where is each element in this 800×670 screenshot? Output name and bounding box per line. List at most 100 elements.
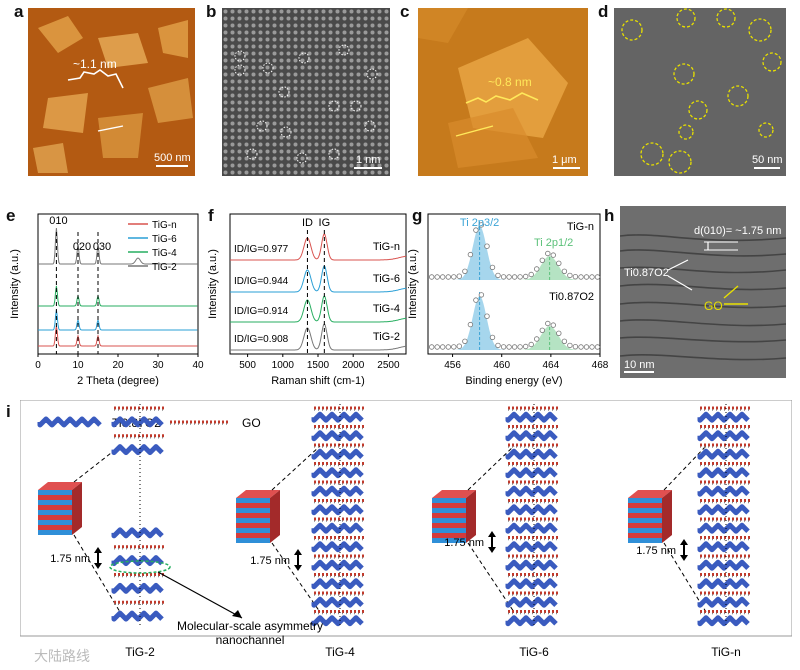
- data-point: [594, 274, 601, 280]
- defect-marker: [350, 100, 362, 112]
- x-tick-label: 464: [543, 360, 560, 371]
- defect-marker: [328, 148, 340, 160]
- data-point: [478, 292, 485, 298]
- data-point: [539, 327, 545, 333]
- stack-layer: [236, 518, 270, 523]
- panel-letter-d: d: [598, 2, 609, 21]
- data-point: [429, 344, 435, 350]
- legend-label: TiG-6: [152, 234, 177, 245]
- spacing-label: 1.75 nm: [250, 555, 290, 567]
- y-axis-label: Intensity (a.u.): [207, 249, 219, 319]
- peak-label: 010: [49, 215, 67, 227]
- arrow-head: [294, 565, 302, 571]
- ti-layer: [697, 615, 750, 627]
- x-axis-label: Binding energy (eV): [465, 375, 562, 387]
- data-point: [429, 274, 435, 280]
- data-point: [456, 273, 462, 279]
- data-point: [550, 252, 556, 258]
- ti-layer: [111, 555, 164, 567]
- stack-side: [466, 490, 476, 543]
- data-point: [556, 330, 562, 336]
- data-point: [528, 271, 534, 278]
- stack-layer: [628, 498, 662, 503]
- annotation-line1: Molecular-scale asymmetry: [177, 619, 323, 633]
- height-label-c: ~0.8 nm: [488, 75, 532, 89]
- data-point: [506, 274, 512, 280]
- stack-layer: [236, 528, 270, 533]
- data-point: [528, 341, 534, 348]
- series-label: TiG-6: [373, 273, 400, 285]
- scale-label-b: 1 nm: [356, 154, 380, 166]
- stack-layer: [38, 510, 72, 515]
- ti-layer: [311, 559, 364, 571]
- defect-marker: [366, 68, 378, 80]
- scale-label-h: 10 nm: [624, 359, 655, 371]
- series-label: TiG-2: [373, 331, 400, 343]
- stack-layer: [628, 503, 662, 508]
- stack-layer: [432, 518, 466, 523]
- plot-frame: [427, 213, 601, 355]
- guide-line: [271, 542, 321, 613]
- ti-layer: [311, 504, 364, 516]
- panel-letter-g: g: [412, 206, 423, 225]
- defect-marker: [246, 148, 258, 160]
- stack-layer: [38, 495, 72, 500]
- peak-label: 020: [73, 241, 91, 253]
- guide-line: [73, 445, 121, 483]
- data-point: [445, 344, 451, 350]
- tem-image-d: 50 nm: [614, 8, 786, 176]
- series-line: [38, 325, 198, 347]
- arrow-head: [294, 549, 302, 555]
- data-point: [434, 344, 440, 350]
- peak-label: Ti 2p1/2: [534, 237, 573, 249]
- ti-layer: [697, 596, 750, 608]
- watermark: 大陆路线: [34, 648, 90, 664]
- spacing-label: 1.75 nm: [636, 545, 676, 557]
- stack-layer: [628, 523, 662, 528]
- data-point: [522, 343, 529, 350]
- series-line: [38, 227, 198, 265]
- data-point: [445, 274, 451, 280]
- data-point: [517, 274, 523, 280]
- sample-label: TiG-6: [519, 645, 549, 659]
- annotation-line2: nanochannel: [216, 633, 285, 647]
- ti-layer: [697, 411, 750, 423]
- stack-layer: [432, 538, 466, 543]
- stack-layer: [236, 508, 270, 513]
- panel-letter-a: a: [14, 2, 24, 21]
- data-point: [495, 342, 501, 349]
- defect-marker: [256, 120, 268, 132]
- defect-marker: [298, 52, 310, 64]
- ti-layer: [505, 522, 558, 534]
- stack-top: [38, 482, 82, 490]
- afm-image-a: ~1.1 nm 500 nm: [28, 8, 195, 176]
- data-point: [567, 342, 573, 349]
- data-point: [522, 273, 529, 280]
- ti-layer: [311, 541, 364, 553]
- ti-layer: [697, 430, 750, 442]
- ti-layer: [505, 411, 558, 423]
- guide-line: [467, 445, 515, 491]
- scale-label-c: 1 μm: [552, 154, 577, 166]
- stack-side: [662, 490, 672, 543]
- spacing-label: 1.75 nm: [50, 553, 90, 565]
- data-point: [500, 344, 507, 350]
- ti-layer: [311, 448, 364, 460]
- ti-layer: [505, 448, 558, 460]
- ti-layer: [505, 430, 558, 442]
- data-point: [533, 266, 540, 272]
- stack-top: [628, 490, 672, 498]
- data-point: [578, 274, 584, 280]
- raman-chart-f: 500 1000 1500 2000 2500 Raman shift (cm-1) Int…: [207, 213, 407, 387]
- ti-layer: [311, 615, 364, 627]
- panel-letter-f: f: [208, 206, 214, 225]
- data-point: [440, 274, 446, 280]
- ti-layer: [697, 578, 750, 590]
- ti-layer: [697, 467, 750, 479]
- stack-layer: [432, 498, 466, 503]
- arrow-head: [488, 531, 496, 537]
- ti-layer: [505, 596, 558, 608]
- data-point: [567, 272, 573, 279]
- data-point: [462, 268, 468, 274]
